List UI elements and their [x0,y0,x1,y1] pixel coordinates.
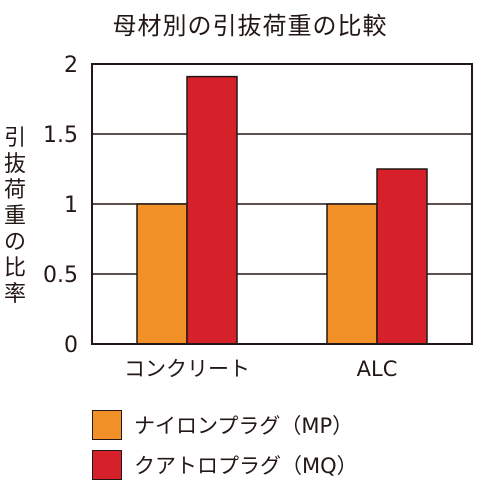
legend-swatch-mq [92,450,122,480]
y-tick-label: 2 [64,53,78,78]
legend-label-mp: ナイロンプラグ（MP） [134,414,354,438]
bar-mp-1 [326,203,378,345]
y-tick-label: 1.5 [43,123,78,148]
bar-mq-1 [376,168,428,345]
chart-title: 母材別の引抜荷重の比較 [112,12,388,40]
x-category-label: ALC [357,357,398,381]
x-category-label: コンクリート [124,357,250,381]
legend-item-mp: ナイロンプラグ（MP） [92,407,353,443]
plot-frame [91,63,473,345]
y-tick-label: 0 [64,333,78,358]
y-axis-label: 引抜荷重の比率 [3,126,26,307]
x-category-labels: コンクリート ALC [124,357,397,381]
legend-swatch-mp [92,410,122,440]
bar-mq-0 [186,75,238,345]
bar-mp-0 [136,203,188,345]
bars [136,75,428,345]
legend-item-mq: クアトロプラグ（MQ） [92,447,358,483]
legend-label-mq: クアトロプラグ（MQ） [134,454,358,478]
y-tick-labels: 0 0.5 1 1.5 2 [43,53,78,358]
y-tick-label: 0.5 [43,263,78,288]
y-tick-label: 1 [64,193,78,218]
